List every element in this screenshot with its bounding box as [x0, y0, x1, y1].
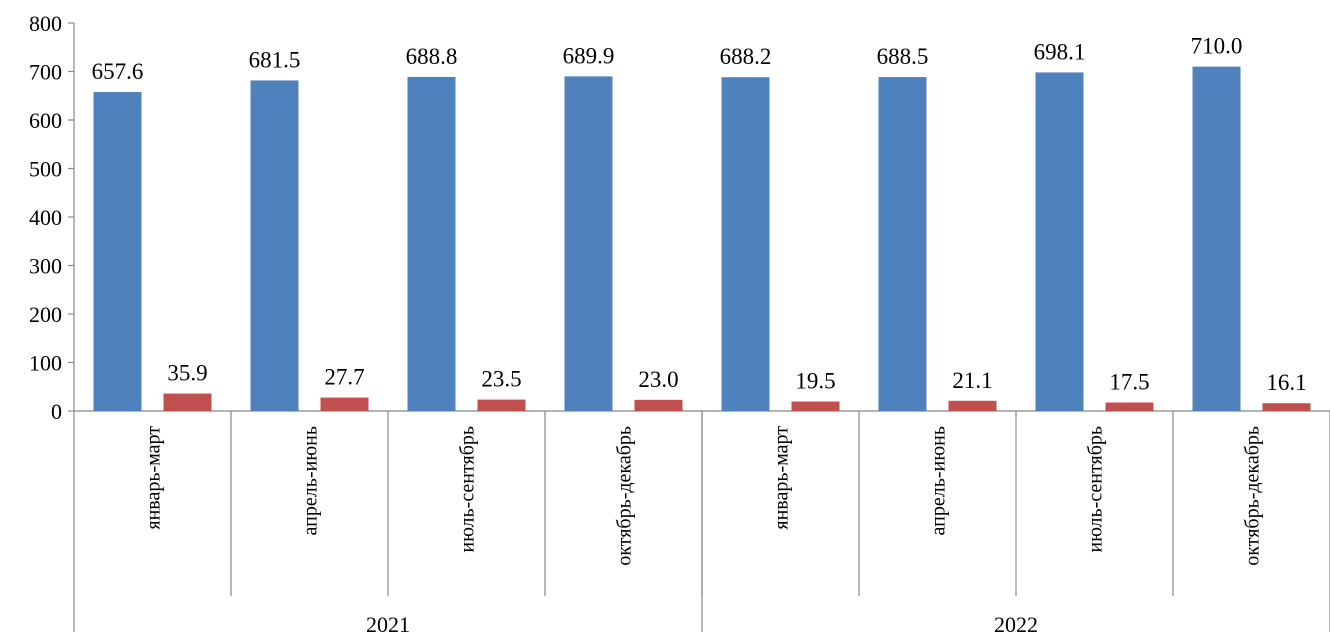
bar-series-2 [163, 393, 212, 411]
data-label: 681.5 [249, 47, 301, 72]
bar-series-1 [250, 80, 299, 411]
bar-series-1 [1035, 72, 1084, 411]
data-label: 21.1 [952, 368, 992, 393]
category-label: январь-март [771, 426, 793, 530]
data-label: 698.1 [1034, 39, 1086, 64]
category-label: октябрь-декабрь [1242, 426, 1264, 566]
bar-series-1 [93, 92, 142, 412]
bar-series-1 [1192, 66, 1241, 412]
y-tick-label: 400 [29, 205, 62, 230]
y-tick-label: 600 [29, 108, 62, 133]
data-label: 16.1 [1266, 370, 1306, 395]
data-label: 688.2 [720, 44, 772, 69]
group-label: 2022 [994, 612, 1038, 635]
bar-series-2 [1105, 402, 1154, 411]
bar-series-1 [564, 76, 613, 411]
data-label: 27.7 [324, 365, 364, 390]
bar-series-1 [721, 77, 770, 412]
y-tick-label: 0 [51, 399, 62, 424]
data-label: 17.5 [1109, 370, 1149, 395]
category-label: июль-сентябрь [457, 426, 479, 553]
y-tick-label: 500 [29, 157, 62, 182]
data-label: 688.8 [406, 44, 458, 69]
group-label: 2021 [366, 612, 410, 635]
bar-series-2 [791, 401, 840, 411]
bar-series-2 [320, 397, 369, 411]
category-label: апрель-июнь [300, 426, 322, 535]
bar-series-2 [477, 399, 526, 411]
data-label: 23.0 [638, 367, 678, 392]
bar-series-2 [948, 400, 997, 411]
data-label: 35.9 [167, 361, 207, 386]
bar-series-1 [407, 76, 456, 411]
y-tick-label: 300 [29, 254, 62, 279]
y-tick-label: 700 [29, 60, 62, 85]
data-label: 710.0 [1191, 34, 1243, 59]
y-tick-label: 800 [29, 11, 62, 36]
bar-series-2 [634, 399, 683, 411]
category-label: январь-март [143, 426, 165, 530]
category-label: июль-сентябрь [1085, 426, 1107, 553]
data-label: 19.5 [795, 369, 835, 394]
data-label: 688.5 [877, 44, 929, 69]
y-tick-label: 100 [29, 351, 62, 376]
data-label: 689.9 [563, 43, 615, 68]
bar-series-1 [878, 77, 927, 411]
category-label: апрель-июнь [928, 426, 950, 535]
category-label: октябрь-декабрь [614, 426, 636, 566]
y-tick-label: 200 [29, 302, 62, 327]
data-label: 23.5 [481, 367, 521, 392]
data-label: 657.6 [92, 59, 144, 84]
bar-series-2 [1262, 403, 1311, 411]
